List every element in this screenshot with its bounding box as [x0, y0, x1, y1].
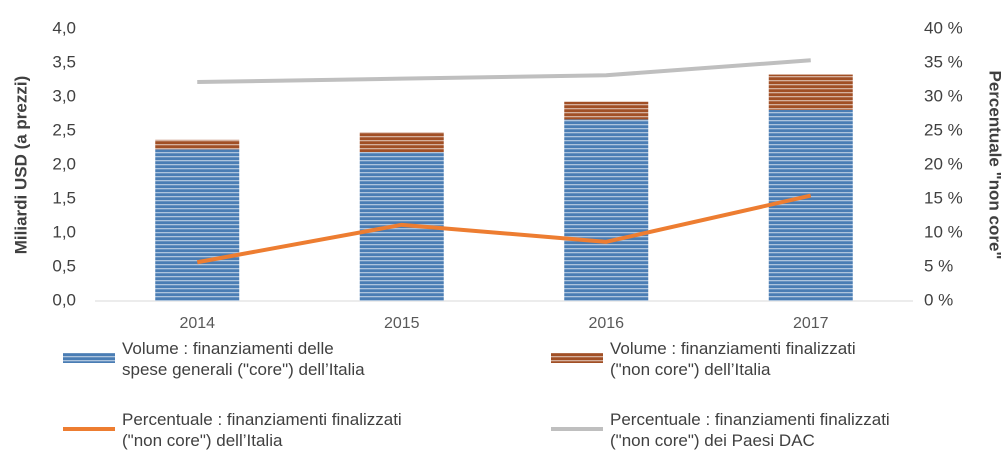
y-tick-label: 3,5 [52, 52, 76, 71]
x-tick-label: 2015 [384, 315, 420, 332]
x-tick-label: 2014 [179, 315, 215, 332]
legend-label: Percentuale : finanziamenti finalizzati … [122, 410, 402, 450]
line [196, 193, 812, 265]
y2-tick-label: 15 % [924, 188, 963, 207]
y-tick-label: 3,0 [52, 86, 76, 105]
legend-label: Volume : finanziamenti delle spese gener… [122, 339, 365, 379]
y2-tick-label: 0 % [924, 290, 953, 309]
x-tick-label: 2017 [793, 315, 829, 332]
bar [768, 109, 853, 301]
legend-label: Volume : finanziamenti finalizzati ("non… [610, 339, 856, 379]
x-tick-label: 2016 [588, 315, 624, 332]
y2-tick-label: 35 % [924, 52, 963, 71]
y-tick-label: 1,5 [52, 188, 76, 207]
y-tick-label: 2,5 [52, 120, 76, 139]
bar [359, 132, 444, 153]
bar [768, 74, 853, 110]
y2-tick-label: 25 % [924, 120, 963, 139]
line [197, 58, 811, 85]
legend-swatch [63, 353, 115, 363]
y-tick-label: 0,0 [52, 290, 76, 309]
y2-tick-label: 10 % [924, 222, 963, 241]
bar [155, 139, 240, 150]
y2-tick-label: 20 % [924, 154, 963, 173]
y2-tick-label: 40 % [924, 18, 963, 37]
y2-tick-label: 5 % [924, 256, 953, 275]
y-tick-label: 4,0 [52, 18, 76, 37]
y2-axis-label: Percentuale "non core" [986, 70, 1005, 259]
y-tick-label: 2,0 [52, 154, 76, 173]
y-axis-label: Miliardi USD (a prezzi) [11, 76, 30, 255]
bar [564, 101, 649, 120]
y-tick-label: 1,0 [52, 222, 76, 241]
legend-label: Percentuale : finanziamenti finalizzati … [610, 410, 890, 450]
bar [564, 119, 649, 301]
y2-tick-label: 30 % [924, 86, 963, 105]
bar [155, 149, 240, 301]
y-tick-label: 0,5 [52, 256, 76, 275]
legend-swatch [551, 353, 603, 363]
